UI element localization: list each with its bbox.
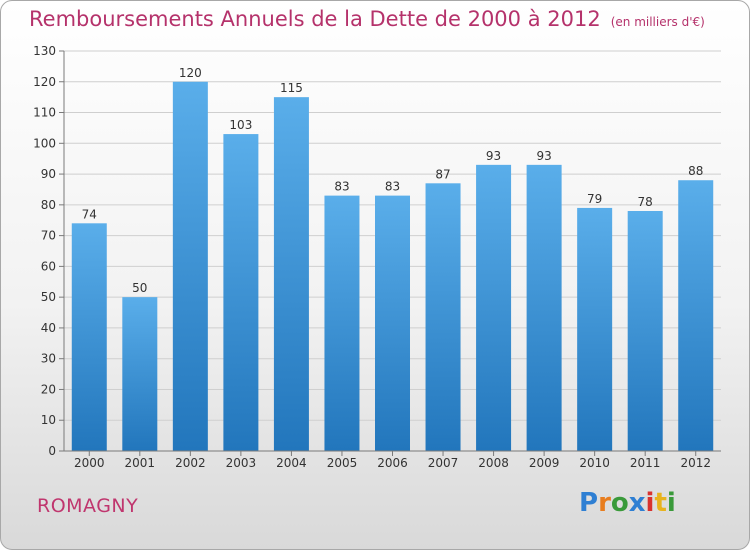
x-tick-label: 2005	[327, 456, 358, 470]
bar-2008	[476, 164, 512, 451]
y-tick-label: 80	[41, 198, 56, 212]
x-tick-label: 2000	[74, 456, 105, 470]
y-tick-label: 40	[41, 321, 56, 335]
y-tick-label: 100	[33, 136, 56, 150]
x-tick-label: 2003	[226, 456, 257, 470]
x-tick-label: 2006	[377, 456, 408, 470]
y-tick-label: 130	[33, 44, 56, 58]
chart-title-text: Remboursements Annuels de la Dette de 20…	[29, 7, 601, 31]
chart-title: Remboursements Annuels de la Dette de 20…	[29, 7, 705, 31]
x-tick-label: 2004	[276, 456, 307, 470]
bar-2009	[526, 164, 562, 451]
bar-2012	[678, 180, 714, 451]
x-tick-label: 2002	[175, 456, 206, 470]
data-label-2002: 120	[179, 66, 202, 80]
y-tick-label: 60	[41, 259, 56, 273]
bar-2011	[627, 211, 663, 451]
y-tick-label: 90	[41, 167, 56, 181]
commune-name: ROMAGNY	[37, 495, 139, 517]
bar-2003	[223, 134, 259, 452]
bar-2007	[425, 183, 461, 452]
y-tick-label: 0	[48, 444, 56, 458]
y-tick-label: 10	[41, 413, 56, 427]
proxiti-logo: Proxiti	[579, 488, 676, 518]
y-tick-label: 50	[41, 290, 56, 304]
y-tick-label: 30	[41, 352, 56, 366]
data-labels: 74 50 120 103 115 83 83 87 93 93 79 78 88	[82, 66, 704, 295]
data-label-2004: 115	[280, 81, 303, 95]
data-label-2003: 103	[229, 118, 252, 132]
data-label-2010: 79	[587, 192, 602, 206]
x-tick-label: 2011	[630, 456, 661, 470]
y-tick-label: 20	[41, 382, 56, 396]
x-tick-label: 2001	[125, 456, 156, 470]
data-label-2008: 93	[486, 149, 501, 163]
y-axis-ticks: 0 10 20 30 40 50 60 70 80 90 100 110 120 130	[33, 44, 64, 458]
data-label-2007: 87	[435, 167, 450, 181]
bar-2004	[273, 97, 309, 452]
y-tick-label: 120	[33, 75, 56, 89]
data-label-2009: 93	[536, 149, 551, 163]
bar-2010	[577, 207, 613, 451]
x-axis-ticks: 2000 2001 2002 2003 2004 2005 2006 2007 2008 2009…	[74, 451, 711, 470]
data-label-2000: 74	[82, 207, 97, 221]
bar-2006	[375, 195, 410, 451]
data-label-2001: 50	[132, 281, 147, 295]
bar-2002	[172, 81, 208, 452]
bar-2005	[324, 195, 360, 451]
x-tick-label: 2007	[428, 456, 459, 470]
y-tick-label: 70	[41, 229, 56, 243]
x-tick-label: 2009	[529, 456, 560, 470]
bar-2000	[71, 223, 107, 451]
x-tick-label: 2010	[579, 456, 610, 470]
data-label-2012: 88	[688, 164, 703, 178]
data-label-2005: 83	[334, 180, 349, 194]
chart-unit: (en milliers d'€)	[610, 15, 705, 29]
x-tick-label: 2012	[680, 456, 711, 470]
x-tick-label: 2008	[478, 456, 509, 470]
y-tick-label: 110	[33, 106, 56, 120]
data-label-2006: 83	[385, 180, 400, 194]
data-label-2011: 78	[638, 195, 653, 209]
bar-2001	[122, 297, 158, 451]
bars	[71, 81, 714, 452]
